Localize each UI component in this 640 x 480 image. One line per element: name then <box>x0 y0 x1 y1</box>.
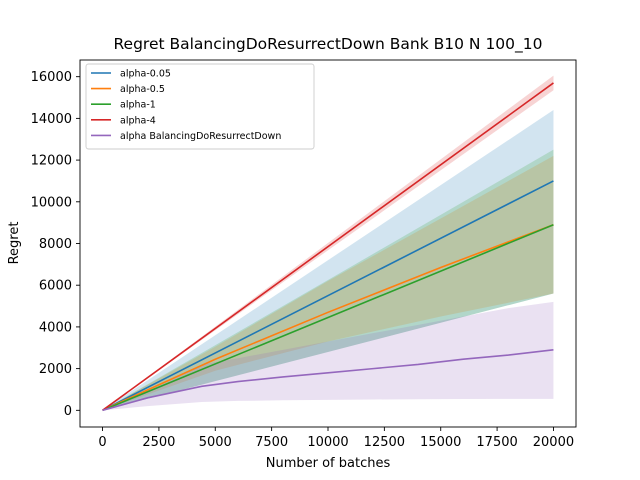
x-tick-label: 0 <box>98 435 106 450</box>
plot-frame <box>79 59 577 428</box>
band-alpha-balancingdoresurrectdown <box>102 301 554 411</box>
y-tick-label: 4000 <box>39 320 72 335</box>
y-tick-label: 16000 <box>31 70 72 85</box>
x-axis: 0 2500 5000 7500 10000 12500 15000 17500 20000 <box>98 427 574 450</box>
band-alpha-1 <box>102 149 554 411</box>
legend: alpha-0.05 alpha-0.5 alpha-1 alpha-4 alpha B… <box>85 63 315 150</box>
legend-label-alpha-4: alpha-4 <box>120 115 156 126</box>
confidence-bands <box>102 75 554 411</box>
y-tick-label: 10000 <box>31 195 72 210</box>
x-tick-label: 20000 <box>533 435 574 450</box>
y-axis: 0 2000 4000 6000 8000 10000 12000 14000 16000 <box>31 70 80 419</box>
y-tick-label: 2000 <box>39 362 72 377</box>
x-tick-label: 15000 <box>420 435 461 450</box>
x-tick-label: 2500 <box>142 435 175 450</box>
y-tick-label: 6000 <box>39 279 72 294</box>
x-tick-label: 12500 <box>364 435 405 450</box>
x-tick-label: 7500 <box>255 435 288 450</box>
y-tick-label: 14000 <box>31 112 72 127</box>
line-alpha-0-5 <box>102 223 554 412</box>
series-lines <box>102 82 554 412</box>
line-alpha-balancingdoresurrectdown <box>102 349 554 412</box>
legend-label-alpha-1: alpha-1 <box>120 100 156 111</box>
band-alpha-0-05 <box>102 110 554 411</box>
y-tick-label: 8000 <box>39 237 72 252</box>
x-tick-label: 17500 <box>476 435 517 450</box>
chart-title: Regret BalancingDoResurrectDown Bank B10… <box>113 35 542 54</box>
legend-label-alpha-0-05: alpha-0.05 <box>120 69 171 80</box>
band-alpha-4 <box>102 75 554 411</box>
x-tick-label: 10000 <box>307 435 348 450</box>
band-alpha-0-5 <box>102 155 554 411</box>
y-tick-label: 0 <box>64 404 72 419</box>
legend-box <box>85 63 315 150</box>
y-axis-label: Regret <box>7 222 22 265</box>
x-tick-label: 5000 <box>199 435 232 450</box>
line-alpha-4 <box>102 82 554 411</box>
x-axis-label: Number of batches <box>266 456 391 471</box>
line-alpha-0-05 <box>102 180 554 412</box>
legend-label-alpha-0-5: alpha-0.5 <box>120 84 165 95</box>
legend-label-alpha-balancingdoresurrectdown: alpha BalancingDoResurrectDown <box>120 131 281 142</box>
y-tick-label: 12000 <box>31 154 72 169</box>
line-alpha-1 <box>102 223 554 412</box>
